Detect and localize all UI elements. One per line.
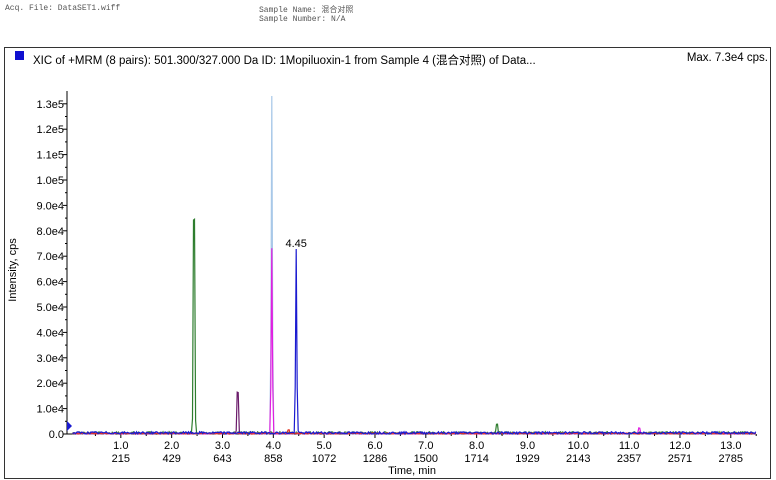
x-tick-label: 5.0: [317, 440, 332, 452]
y-tick-label: 7.0e4: [36, 251, 64, 263]
y-tick-label: 6.0e4: [36, 277, 64, 289]
series-trace-2: [72, 95, 757, 435]
x-tick-label: 6.0: [367, 440, 382, 452]
x-scan-label: 2785: [719, 453, 743, 465]
x-scan-label: 1500: [414, 453, 438, 465]
x-tick-label: 11.0: [619, 440, 640, 452]
series-trace-1: [72, 391, 757, 435]
series-trace-3: [72, 248, 756, 435]
chart-title: XIC of +MRM (8 pairs): 501.300/327.000 D…: [33, 55, 536, 67]
x-scan-label: 2357: [617, 453, 641, 465]
x-tick-label: 4.0: [266, 440, 281, 452]
y-tick-label: 0.0: [49, 429, 64, 441]
x-tick-label: 13.0: [720, 440, 741, 452]
x-tick-label: 12.0: [669, 440, 690, 452]
x-tick-label: 2.0: [164, 440, 179, 452]
x-scan-label: 2571: [668, 453, 692, 465]
y-axis-label: Intensity, cps: [7, 238, 19, 302]
y-tick-label: 1.1e5: [36, 150, 64, 162]
acq-file-label: Acq. File: DataSET1.wiff: [5, 4, 121, 13]
y-tick-label: 9.0e4: [36, 200, 64, 212]
chart-frame: [4, 47, 771, 479]
x-scan-label: 2143: [566, 453, 590, 465]
x-scan-label: 429: [162, 453, 180, 465]
y-tick-label: 1.0e4: [36, 404, 64, 416]
y-tick-label: 5.0e4: [36, 302, 64, 314]
x-tick-label: 8.0: [469, 440, 484, 452]
max-intensity-label: Max. 7.3e4 cps.: [686, 52, 768, 64]
x-scan-label: 1286: [363, 453, 387, 465]
sample-number-label: Sample Number: N/A: [259, 15, 346, 24]
y-tick-label: 1.0e5: [36, 175, 64, 187]
sample-name-label: Sample Name: 混合对照: [259, 6, 354, 15]
x-scan-label: 858: [264, 453, 282, 465]
threshold-marker: [67, 421, 72, 431]
x-scan-label: 1072: [312, 453, 336, 465]
y-tick-label: 1.3e5: [36, 99, 64, 111]
y-tick-label: 1.2e5: [36, 124, 64, 136]
legend-color-square: [15, 51, 24, 60]
x-scan-label: 215: [112, 453, 130, 465]
x-axis-label: Time, min: [388, 465, 436, 477]
x-tick-label: 9.0: [520, 440, 535, 452]
x-tick-label: 1.0: [113, 440, 128, 452]
y-tick-label: 2.0e4: [36, 378, 64, 390]
y-tick-label: 3.0e4: [36, 353, 64, 365]
y-tick-label: 4.0e4: [36, 327, 64, 339]
x-scan-label: 1714: [464, 453, 488, 465]
x-scan-label: 1929: [515, 453, 539, 465]
peak-label: 4.45: [285, 238, 306, 250]
series-trace-5: [72, 248, 757, 436]
x-tick-label: 10.0: [568, 440, 589, 452]
x-tick-label: 7.0: [418, 440, 433, 452]
series-trace-0: [72, 218, 756, 436]
y-tick-label: 8.0e4: [36, 226, 64, 238]
x-tick-label: 3.0: [215, 440, 230, 452]
x-scan-label: 643: [213, 453, 231, 465]
